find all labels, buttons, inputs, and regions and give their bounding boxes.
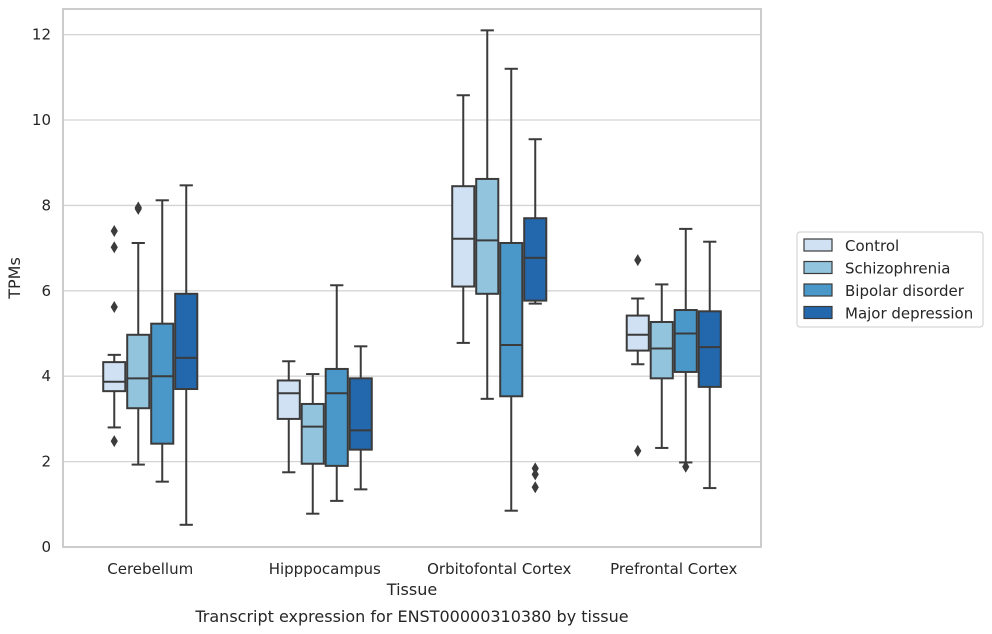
box-control-prefrontal-cortex bbox=[625, 254, 650, 457]
outlier-point bbox=[110, 241, 118, 254]
box-schizophrenia-prefrontal-cortex bbox=[649, 283, 674, 449]
legend-label: Bipolar disorder bbox=[845, 282, 965, 300]
plot-area-frame bbox=[62, 8, 762, 548]
y-tick-label: 6 bbox=[41, 282, 51, 300]
y-tick-label: 0 bbox=[41, 538, 51, 556]
legend-item: Schizophrenia bbox=[803, 260, 950, 278]
y-tick-label: 8 bbox=[41, 196, 51, 214]
outlier-point bbox=[634, 254, 642, 267]
box-control-cerebellum bbox=[102, 225, 127, 448]
iqr-box bbox=[625, 314, 650, 352]
x-tick-label: Orbitofontal Cortex bbox=[427, 560, 571, 578]
box-major-depression-hipppocampus bbox=[348, 345, 373, 491]
box-bipolar-disorder-prefrontal-cortex bbox=[673, 227, 698, 473]
box-bipolar-disorder-hipppocampus bbox=[324, 284, 349, 502]
x-axis-ticks: Cerebellum Hipppocampus Orbitofontal Corte… bbox=[107, 560, 737, 578]
iqr-box bbox=[475, 177, 500, 295]
x-tick-label: Prefrontal Cortex bbox=[610, 560, 737, 578]
outlier-point bbox=[531, 468, 539, 481]
box-groups bbox=[102, 29, 722, 526]
outlier-point bbox=[134, 202, 142, 215]
iqr-box bbox=[324, 367, 349, 467]
x-tick-label: Cerebellum bbox=[107, 560, 193, 578]
iqr-box bbox=[649, 320, 674, 380]
legend-label: Major depression bbox=[845, 305, 973, 323]
outlier-point bbox=[682, 460, 690, 473]
legend-label: Schizophrenia bbox=[845, 260, 950, 278]
box-schizophrenia-orbitofontal-cortex bbox=[475, 29, 500, 400]
legend-swatch bbox=[803, 305, 833, 320]
legend-item: Control bbox=[803, 237, 899, 255]
y-tick-label: 4 bbox=[41, 367, 51, 385]
legend-frame bbox=[796, 231, 984, 328]
box-major-depression-cerebellum bbox=[174, 184, 199, 526]
iqr-box bbox=[673, 309, 698, 373]
legend-swatch bbox=[803, 260, 833, 275]
legend-swatch bbox=[803, 283, 833, 297]
y-tick-label: 2 bbox=[41, 453, 51, 471]
outlier-point bbox=[110, 301, 118, 314]
y-tick-label: 12 bbox=[32, 26, 51, 44]
iqr-box bbox=[499, 241, 524, 398]
x-tick-label: Hipppocampus bbox=[269, 560, 381, 578]
legend-item: Bipolar disorder bbox=[803, 282, 965, 300]
box-control-hipppocampus bbox=[276, 360, 301, 474]
box-schizophrenia-hipppocampus bbox=[300, 373, 325, 515]
legend-swatch bbox=[803, 238, 833, 252]
outlier-point bbox=[531, 481, 539, 494]
iqr-box bbox=[276, 379, 301, 420]
box-control-orbitofontal-cortex bbox=[451, 94, 476, 344]
chart-caption: Transcript expression for ENST0000031038… bbox=[194, 607, 628, 626]
iqr-box bbox=[102, 361, 127, 393]
y-tick-label: 10 bbox=[32, 111, 51, 129]
iqr-box bbox=[300, 402, 325, 465]
iqr-box bbox=[523, 217, 548, 302]
iqr-box bbox=[348, 377, 373, 451]
outlier-point bbox=[634, 444, 642, 457]
y-axis-ticks: 0 2 4 6 8 10 12 bbox=[32, 26, 51, 556]
box-major-depression-orbitofontal-cortex bbox=[523, 138, 548, 494]
box-bipolar-disorder-orbitofontal-cortex bbox=[499, 67, 524, 512]
legend-label: Control bbox=[845, 237, 899, 255]
iqr-box bbox=[451, 185, 476, 288]
box-major-depression-prefrontal-cortex bbox=[697, 240, 722, 490]
legend: Control Schizophrenia Bipolar disorder Majo… bbox=[796, 231, 984, 328]
x-axis-title: Tissue bbox=[386, 580, 437, 599]
iqr-box bbox=[126, 333, 151, 410]
iqr-box bbox=[697, 310, 722, 388]
outlier-point bbox=[110, 225, 118, 238]
box-schizophrenia-cerebellum bbox=[126, 201, 151, 466]
box-bipolar-disorder-cerebellum bbox=[150, 199, 175, 483]
legend-item: Major depression bbox=[803, 305, 973, 323]
iqr-box bbox=[150, 322, 175, 445]
outlier-point bbox=[110, 435, 118, 448]
iqr-box bbox=[174, 292, 199, 391]
y-axis-title: TPMs bbox=[5, 257, 24, 300]
